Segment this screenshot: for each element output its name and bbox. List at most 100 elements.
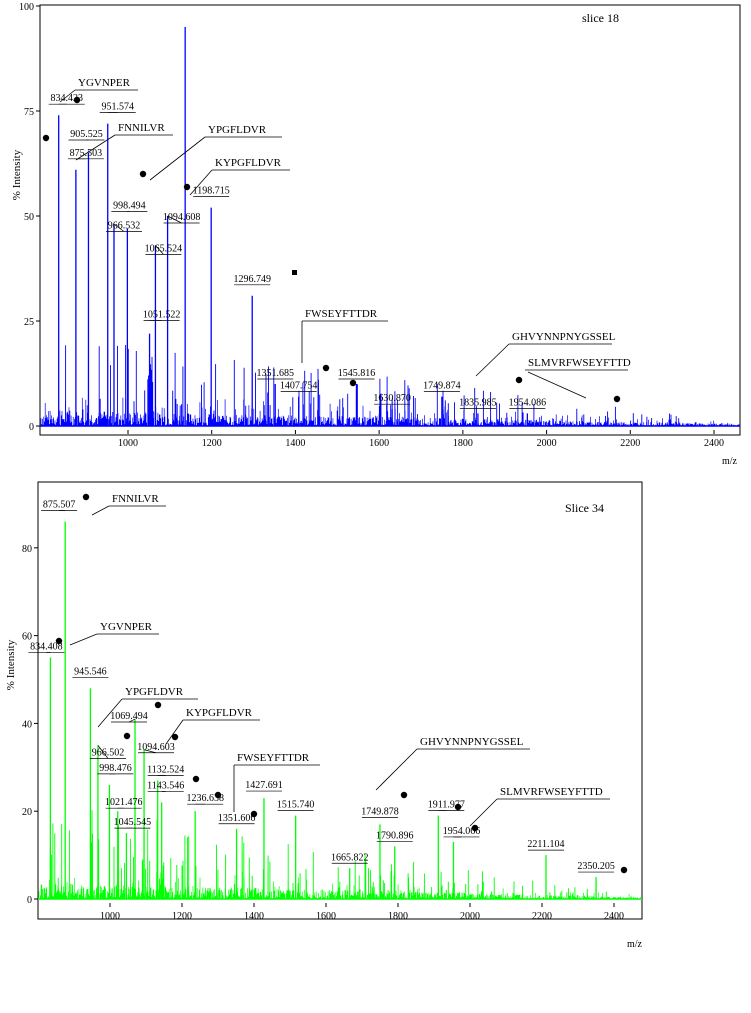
x-tick-label: 2000 [460,911,480,922]
peak-lines [49,521,597,899]
plot-frame [39,4,741,436]
peak-labels: 834.423875.503905.525951.574966.532998.4… [48,93,547,409]
x-axis-label: m/z [722,456,738,467]
peak-label: 1835.985 [459,397,497,408]
annotation-leader [527,371,587,399]
peak-label: 1132.524 [147,764,184,775]
peak-label: 1954.066 [443,826,481,837]
peak-label: 1515.740 [277,800,315,811]
peak-label: 1954.086 [509,397,547,408]
annotation-leader [375,748,418,791]
x-tick-label: 1400 [244,911,264,922]
x-tick-label: 1200 [172,911,192,922]
y-axis-label: % Intensity [5,639,17,690]
annotation-label: KYPGFLDVR [215,157,282,169]
y-ticks: 0 25 50 75 100 [19,2,40,433]
marker-dot [171,733,179,741]
peak-label: 834.408 [30,642,63,653]
peak-label: 998.476 [99,763,132,774]
marker-dot [613,395,621,403]
y-tick-label: 20 [22,807,32,818]
marker-dots [42,96,621,403]
marker-dot [400,791,408,799]
peak-label: 875.507 [43,500,76,511]
marker-dot [349,379,357,387]
y-tick-label: 25 [24,317,34,328]
peak-label: 951.574 [101,102,134,113]
plot-frame [37,481,643,920]
annotation-label: YPGFLDVR [208,124,267,136]
peak-label: 1094.603 [137,742,175,753]
x-ticks: 1000 1200 1400 1600 1800 2000 2200 2400 [100,903,624,922]
annotation-label: FNNILVR [112,493,159,505]
annotation-leader [75,134,116,161]
x-tick-label: 1800 [388,911,408,922]
x-tick-label: 1400 [285,438,305,449]
y-axis-label: % Intensity [11,149,23,200]
x-ticks: 1000 1200 1400 1600 1800 2000 2200 2400 [118,430,724,449]
peak-label: 998.494 [113,201,146,212]
y-tick-label: 0 [29,422,34,433]
peak-label: 1143.546 [147,780,184,791]
annotation-leader [149,136,206,181]
sequence-annotations: YGVNPER FNNILVR YPGFLDVR KYPGFLDVR FWSEY… [59,77,631,399]
x-tick-label: 1000 [118,438,138,449]
peak-labels: 834.408 875.507 945.546 966.502 998.476 1021.… [28,500,615,873]
y-tick-label: 60 [22,632,32,643]
y-tick-label: 100 [19,2,34,13]
marker-square [292,270,297,275]
annotation-leader [469,798,498,827]
peak-label: 834.423 [50,93,83,104]
y-ticks: 0 20 40 60 80 [22,544,38,906]
x-tick-label: 1200 [202,438,222,449]
y-tick-label: 50 [24,212,34,223]
peak-label: 1198.715 [193,186,230,197]
x-tick-label: 2200 [532,911,552,922]
x-tick-label: 2400 [604,911,624,922]
marker-dot [82,493,90,501]
annotation-label: SLMVRFWSEYFTTD [528,357,631,369]
annotation-label: KYPGFLDVR [186,707,253,719]
peak-label: 2350.205 [577,861,615,872]
marker-dot [214,791,222,799]
x-tick-label: 1600 [316,911,336,922]
marker-dot [123,732,131,740]
peak-label-leader [113,224,125,232]
peak-label: 1069.494 [110,711,148,722]
x-tick-label: 2200 [620,438,640,449]
annotation-label: YGVNPER [100,621,153,633]
marker-dots [55,493,628,874]
panel-label: Slice 34 [565,501,604,515]
peak-label: 1749.878 [361,806,399,817]
marker-dot [42,134,50,142]
x-tick-label: 1800 [453,438,473,449]
y-tick-label: 40 [22,719,32,730]
peak-label: 905.525 [70,129,103,140]
peak-label: 945.546 [74,666,107,677]
marker-dot [139,170,147,178]
peak-label: 1665.822 [331,852,369,863]
marker-dot [154,701,162,709]
marker-dot [183,183,191,191]
peak-label: 1045.545 [114,817,152,828]
marker-dot [55,637,63,645]
marker-dot [454,803,462,811]
annotation-leader [59,89,76,103]
peak-label: 1749.874 [423,381,461,392]
annotation-leader [189,169,213,196]
annotation-leader [69,633,98,646]
peak-label: 1630.870 [373,393,411,404]
marker-dot [192,775,200,783]
y-tick-label: 75 [24,107,34,118]
peak-label: 1911.977 [428,800,465,811]
peak-lines [58,27,529,426]
annotation-label: FNNILVR [118,122,165,134]
peak-label: 966.502 [92,747,125,758]
peak-label-leader [167,215,182,224]
x-tick-label: 2000 [537,438,557,449]
annotation-leader [165,719,184,745]
minor-peaks [65,345,697,426]
x-tick-label: 1000 [100,911,120,922]
peak-label: 1407.754 [280,381,318,392]
